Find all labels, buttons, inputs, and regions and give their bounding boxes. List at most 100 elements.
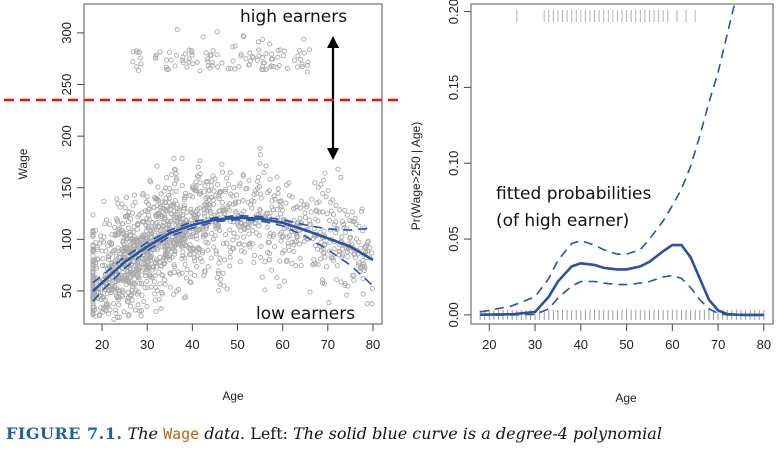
- scatter-point: [172, 214, 178, 220]
- scatter-point: [202, 213, 208, 219]
- scatter-point: [151, 279, 158, 285]
- scatter-point: [153, 55, 159, 61]
- probability-panel: 20 30 40 50 60 70 80 0.000.050.100.150.20 Age …: [409, 0, 774, 405]
- scatter-point: [202, 183, 208, 189]
- scatter-point: [206, 197, 212, 203]
- scatter-point: [205, 247, 211, 253]
- scatter-point: [176, 216, 183, 222]
- scatter-point: [90, 304, 96, 310]
- scatter-point: [259, 274, 265, 280]
- scatter-point: [135, 214, 141, 220]
- scatter-point: [192, 187, 199, 194]
- scatter-point: [182, 190, 189, 196]
- scatter-point: [340, 221, 346, 227]
- scatter-point: [294, 204, 300, 210]
- scatter-point: [92, 227, 99, 233]
- scatter-point: [109, 231, 115, 237]
- scatter-point: [297, 255, 303, 261]
- scatter-point: [231, 245, 237, 252]
- y-tick-label: 50: [59, 284, 74, 298]
- scatter-point: [318, 182, 324, 188]
- scatter-point: [234, 234, 240, 240]
- scatter-point: [117, 204, 123, 210]
- scatter-point: [181, 295, 187, 301]
- scatter-point: [270, 56, 276, 62]
- scatter-point: [205, 240, 211, 246]
- scatter-point: [203, 50, 209, 56]
- caption-left: Left:: [245, 424, 294, 443]
- scatter-point: [338, 174, 344, 180]
- scatter-point: [293, 263, 299, 269]
- scatter-point: [246, 62, 252, 68]
- scatter-point: [241, 234, 247, 240]
- scatter-point: [109, 264, 115, 270]
- scatter-point: [295, 234, 301, 240]
- scatter-point: [286, 225, 292, 231]
- scatter-point: [274, 64, 280, 71]
- scatter-point: [223, 189, 229, 195]
- scatter-point: [310, 262, 316, 268]
- scatter-point: [295, 53, 301, 59]
- scatter-point: [320, 209, 326, 215]
- scatter-point: [326, 248, 332, 254]
- scatter-point: [364, 301, 370, 307]
- scatter-point: [204, 56, 210, 62]
- scatter-point: [322, 170, 328, 176]
- scatter-point: [141, 298, 147, 305]
- scatter-point: [122, 273, 128, 280]
- scatter-point: [285, 243, 291, 249]
- scatter-point: [249, 53, 255, 60]
- scatter-point: [360, 257, 366, 263]
- scatter-point: [312, 216, 318, 222]
- scatter-point: [339, 218, 346, 225]
- scatter-point: [155, 184, 161, 190]
- scatter-point: [173, 175, 179, 181]
- scatter-point: [222, 257, 228, 263]
- scatter-point: [162, 212, 168, 219]
- scatter-point: [334, 263, 340, 269]
- scatter-point: [263, 51, 269, 57]
- scatter-point: [224, 286, 230, 292]
- scatter-point: [168, 210, 174, 216]
- scatter-point: [186, 59, 192, 65]
- scatter-point: [97, 240, 103, 246]
- scatter-point: [330, 211, 337, 217]
- scatter-point: [205, 264, 211, 270]
- scatter-point: [216, 196, 222, 202]
- scatter-point: [125, 225, 132, 231]
- scatter-point: [259, 63, 266, 70]
- scatter-point: [188, 280, 194, 286]
- scatter-point: [211, 188, 217, 194]
- scatter-point: [124, 236, 130, 242]
- scatter-point: [117, 276, 123, 283]
- scatter-point: [176, 241, 182, 247]
- scatter-point: [227, 249, 234, 255]
- scatter-point: [361, 261, 367, 267]
- scatter-point: [157, 203, 163, 210]
- scatter-point: [159, 244, 165, 250]
- scatter-point: [167, 218, 173, 224]
- scatter-point: [167, 257, 173, 263]
- scatter-point: [113, 310, 119, 316]
- x-tick-label: 40: [574, 337, 588, 352]
- scatter-point: [301, 202, 307, 208]
- scatter-point: [243, 186, 249, 192]
- scatter-point: [180, 54, 186, 60]
- scatter-point: [144, 234, 150, 240]
- scatter-point: [154, 288, 160, 294]
- scatter-point: [262, 259, 268, 265]
- scatter-point: [230, 58, 236, 64]
- scatter-point: [142, 270, 148, 276]
- scatter-point: [347, 235, 353, 241]
- scatter-point: [101, 234, 107, 240]
- scatter-point: [321, 281, 327, 287]
- scatter-point: [242, 221, 248, 227]
- scatter-point: [296, 241, 303, 247]
- scatter-point: [299, 63, 306, 70]
- x-tick-label: 70: [321, 337, 335, 352]
- scatter-point: [211, 244, 217, 250]
- scatter-point: [352, 215, 358, 222]
- scatter-point: [210, 201, 216, 207]
- scatter-point: [200, 34, 206, 40]
- left-upper-band: [92, 214, 374, 284]
